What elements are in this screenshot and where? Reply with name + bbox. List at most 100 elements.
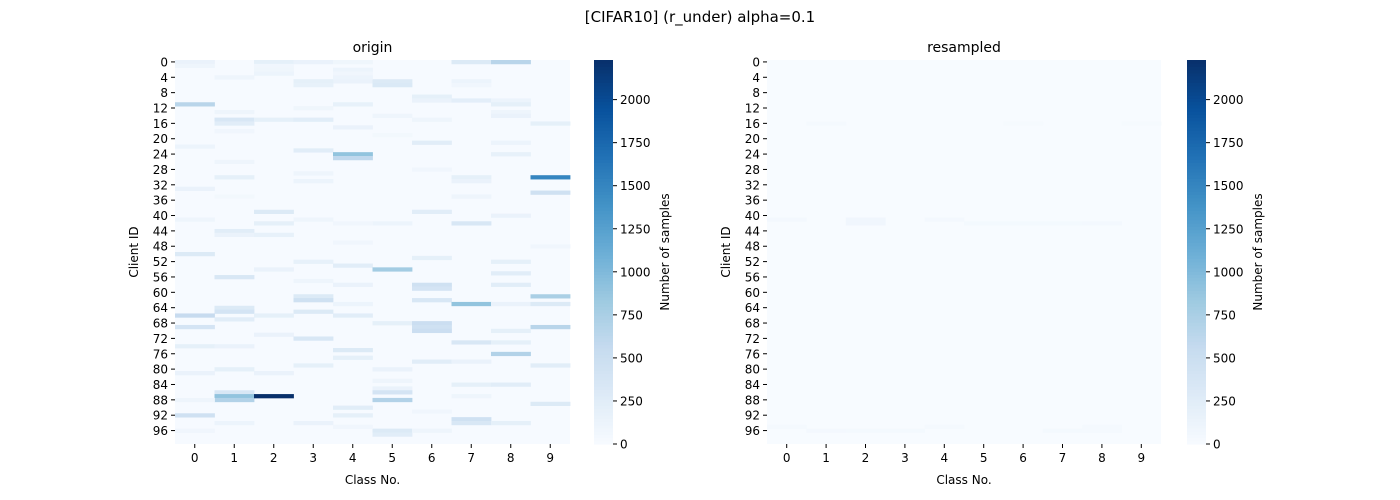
colorbar-tick-label: 0 <box>1213 438 1221 452</box>
heatmap-cell <box>333 282 373 287</box>
colorbar-segment <box>1187 322 1206 327</box>
colorbar-segment <box>1187 348 1206 352</box>
colorbar-segment <box>1187 82 1206 87</box>
heatmap-cell <box>1121 121 1162 126</box>
y-tick-label: 72 <box>153 332 168 346</box>
heatmap-cell <box>1082 424 1122 430</box>
colorbar-tick-label: 750 <box>1213 308 1236 322</box>
colorbar-segment <box>1187 165 1206 170</box>
heatmap-cell <box>451 60 492 65</box>
colorbar-segment <box>594 204 613 208</box>
heatmap-cell <box>491 282 531 287</box>
colorbar-tick-label: 1000 <box>1213 265 1244 279</box>
x-tick-label: 9 <box>1137 451 1145 465</box>
colorbar-segment <box>1187 335 1206 339</box>
colorbar-segment <box>594 312 613 317</box>
colorbar-segment <box>1187 220 1206 224</box>
heatmap-cell <box>175 144 215 149</box>
heatmap-cell <box>451 359 492 364</box>
colorbar-segment <box>594 380 613 384</box>
heatmap-cell <box>412 328 452 334</box>
heatmap-cell <box>372 432 413 437</box>
heatmap-cell <box>214 75 255 80</box>
colorbar-segment <box>1187 92 1206 96</box>
heatmap-cell <box>412 94 452 99</box>
x-tick-label: 7 <box>467 451 475 465</box>
colorbar-segment <box>594 82 613 87</box>
colorbar-segment <box>594 242 613 247</box>
colorbar-tick-label: 1750 <box>1213 136 1244 150</box>
colorbar-segment <box>1187 178 1206 183</box>
x-tick-label: 7 <box>1059 451 1067 465</box>
x-tick-label: 1 <box>230 451 238 465</box>
heatmap-cell <box>491 98 531 103</box>
heatmap-cell <box>530 244 571 249</box>
y-tick-label: 36 <box>745 194 760 208</box>
y-tick-label: 12 <box>153 102 168 116</box>
heatmap-cell <box>214 232 255 238</box>
heatmap-cell <box>333 67 373 72</box>
colorbar-segment <box>594 117 613 122</box>
heatmap-cell <box>451 340 492 345</box>
heatmap-cell <box>214 309 255 314</box>
colorbar-segment <box>1187 213 1206 218</box>
y-tick-label: 64 <box>745 301 760 315</box>
colorbar-segment <box>1187 120 1206 125</box>
colorbar-segment <box>594 88 613 93</box>
heatmap-cell <box>175 413 215 418</box>
colorbar-segment <box>1187 367 1206 371</box>
colorbar-segment <box>1187 140 1206 144</box>
heatmap-cell <box>333 221 373 226</box>
heatmap-cell <box>412 98 452 103</box>
heatmap-cell <box>412 255 452 261</box>
colorbar-segment <box>1187 418 1206 423</box>
heatmap-cell <box>333 301 373 307</box>
heatmap-cell <box>451 175 492 180</box>
colorbar-segment <box>594 316 613 320</box>
heatmap-cell <box>767 217 807 222</box>
heatmap-cell <box>372 321 413 326</box>
heatmap-cell <box>333 355 373 360</box>
colorbar-tick-label: 0 <box>620 438 628 452</box>
colorbar-segment <box>594 344 613 349</box>
y-tick-label: 92 <box>153 409 168 423</box>
heatmap-cell <box>412 140 452 145</box>
colorbar-segment <box>1187 402 1206 407</box>
colorbar-segment <box>1187 79 1206 83</box>
y-tick-label: 72 <box>745 332 760 346</box>
colorbar-segment <box>1187 114 1206 119</box>
y-tick-label: 44 <box>745 224 760 238</box>
y-tick-label: 88 <box>153 393 168 407</box>
colorbar-segment <box>1187 434 1206 439</box>
colorbar-segment <box>1187 412 1206 416</box>
colorbar-segment <box>1187 197 1206 202</box>
heatmap-cell <box>372 267 413 272</box>
heatmap-cell <box>254 332 294 337</box>
colorbar-segment <box>1187 130 1206 135</box>
heatmap-cell <box>214 344 255 349</box>
colorbar-tick-label: 1000 <box>620 265 651 279</box>
colorbar-segment <box>1187 143 1206 147</box>
colorbar-segment <box>1187 66 1206 71</box>
heatmap-cell <box>293 217 334 222</box>
colorbar-segment <box>1187 248 1206 253</box>
y-tick-label: 20 <box>745 132 760 146</box>
heatmap-cell <box>530 301 571 307</box>
colorbar-segment <box>594 104 613 109</box>
heatmap-cell <box>372 113 413 118</box>
colorbar-segment <box>594 392 613 397</box>
x-tick-label: 8 <box>507 451 515 465</box>
colorbar-segment <box>594 156 613 160</box>
colorbar-segment <box>1187 239 1206 243</box>
heatmap-cell <box>451 179 492 184</box>
y-tick-label: 12 <box>745 102 760 116</box>
x-axis-label: Class No. <box>345 473 400 487</box>
colorbar-segment <box>1187 268 1206 272</box>
colorbar-segment <box>1187 194 1206 199</box>
colorbar-segment <box>594 357 613 362</box>
colorbar-segment <box>1187 124 1206 128</box>
x-tick-label: 1 <box>822 451 830 465</box>
heatmap-cell <box>372 79 413 84</box>
